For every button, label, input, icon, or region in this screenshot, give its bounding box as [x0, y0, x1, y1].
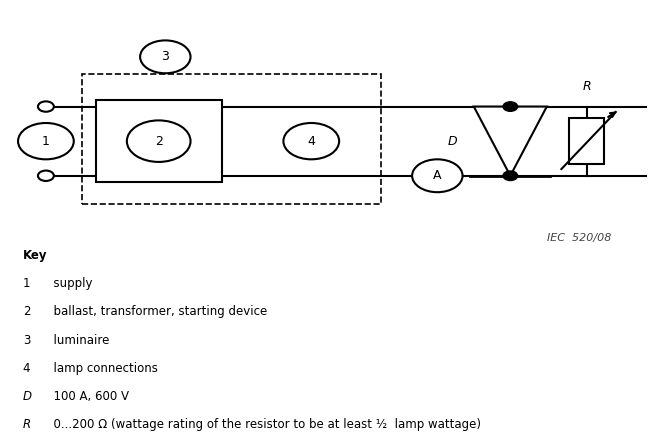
Bar [569, 118, 604, 164]
Text: luminaire: luminaire [46, 334, 109, 346]
Text: R: R [582, 80, 591, 92]
Text: 100 A, 600 V: 100 A, 600 V [46, 390, 129, 403]
Circle shape [503, 102, 518, 111]
Text: 4: 4 [307, 134, 315, 148]
Text: D: D [448, 134, 457, 148]
Text: 2: 2 [155, 134, 163, 148]
Circle shape [140, 40, 191, 73]
Circle shape [284, 123, 339, 159]
Bar [82, 74, 381, 204]
Circle shape [412, 159, 462, 192]
Circle shape [38, 101, 54, 112]
Text: lamp connections: lamp connections [46, 362, 158, 374]
Text: D: D [23, 390, 31, 403]
Polygon shape [474, 106, 547, 176]
Circle shape [127, 120, 191, 162]
Text: 1: 1 [23, 277, 30, 290]
Text: ballast, transformer, starting device: ballast, transformer, starting device [46, 305, 267, 318]
Text: Key: Key [23, 249, 47, 262]
Circle shape [18, 123, 74, 159]
Text: R: R [23, 418, 31, 431]
Text: 4: 4 [23, 362, 30, 374]
Circle shape [38, 170, 54, 181]
Text: 1: 1 [42, 134, 50, 148]
Text: 0...200 Ω (wattage rating of the resistor to be at least ½  lamp wattage): 0...200 Ω (wattage rating of the resisto… [46, 418, 481, 431]
Text: supply: supply [46, 277, 92, 290]
Text: 3: 3 [161, 50, 169, 64]
Circle shape [503, 171, 518, 180]
Bar [96, 100, 221, 182]
Text: A: A [433, 169, 442, 182]
Text: 3: 3 [23, 334, 30, 346]
Text: IEC  520/08: IEC 520/08 [547, 233, 611, 244]
Text: 2: 2 [23, 305, 30, 318]
